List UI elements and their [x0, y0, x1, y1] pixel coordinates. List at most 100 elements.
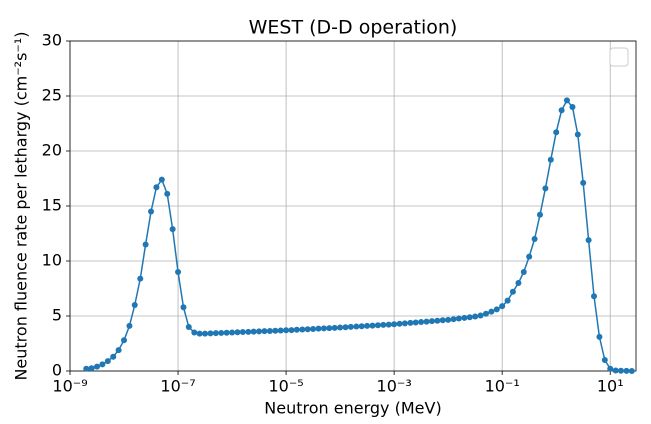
data-point: [385, 321, 392, 328]
data-point: [515, 280, 522, 286]
data-point: [585, 237, 592, 244]
data-point: [477, 312, 484, 319]
data-point: [88, 365, 95, 372]
data-point: [461, 314, 468, 321]
x-axis-label: Neutron energy (MeV): [264, 399, 441, 418]
data-point: [288, 327, 295, 334]
data-point: [504, 297, 511, 304]
y-tick-label: 25: [42, 86, 62, 105]
data-point: [315, 325, 322, 332]
data-point: [347, 323, 354, 330]
data-point: [148, 208, 155, 215]
data-point: [234, 329, 241, 336]
data-point: [607, 365, 614, 372]
x-tick-label: 10⁻⁷: [160, 377, 195, 396]
data-point: [272, 327, 279, 334]
data-point: [207, 330, 214, 337]
x-tick-label: 10¹: [597, 377, 624, 396]
data-point: [418, 319, 425, 326]
data-point: [531, 236, 538, 242]
data-point: [104, 358, 111, 365]
data-point: [574, 131, 581, 138]
data-point: [596, 333, 603, 340]
data-point: [229, 329, 236, 336]
data-point: [364, 322, 371, 329]
data-point: [509, 288, 516, 295]
data-point: [218, 329, 225, 336]
data-point: [569, 104, 576, 110]
x-tick-label: 10⁻¹: [485, 377, 520, 396]
data-point: [617, 367, 624, 374]
x-tick-label: 10⁻⁵: [268, 377, 303, 396]
data-point: [558, 107, 565, 114]
data-point: [239, 329, 246, 336]
data-point: [358, 323, 365, 330]
chart-title: WEST (D-D operation): [249, 17, 458, 39]
legend-box: [609, 47, 629, 67]
data-point: [115, 347, 122, 354]
data-point: [374, 322, 381, 329]
data-point: [121, 337, 128, 344]
data-point: [331, 324, 338, 331]
data-line: [86, 99, 632, 372]
data-point: [445, 316, 452, 323]
data-point: [185, 324, 192, 330]
data-point: [526, 253, 533, 260]
data-point: [353, 323, 360, 330]
data-point: [553, 129, 560, 136]
data-point: [493, 306, 500, 313]
data-point: [277, 327, 284, 334]
data-point: [401, 320, 408, 327]
data-point: [591, 293, 598, 300]
data-point: [223, 329, 230, 336]
y-tick-label: 10: [42, 251, 62, 270]
data-point: [320, 325, 327, 332]
data-point: [158, 176, 165, 183]
data-point: [423, 318, 430, 325]
plot-frame: [69, 40, 637, 372]
data-point: [412, 319, 419, 326]
data-point: [536, 211, 543, 218]
data-point: [434, 317, 441, 324]
data-point: [488, 308, 495, 315]
data-point: [310, 325, 317, 332]
data-point: [164, 190, 171, 197]
data-point: [142, 241, 149, 248]
data-point: [612, 367, 619, 374]
y-tick-label: 0: [52, 361, 62, 380]
data-point: [83, 365, 90, 372]
data-point: [131, 302, 138, 308]
y-tick-label: 20: [42, 141, 62, 160]
data-point: [326, 325, 333, 332]
data-point: [126, 322, 133, 329]
data-point: [110, 353, 117, 360]
data-point: [455, 315, 462, 322]
data-point: [391, 321, 398, 328]
data-point: [256, 328, 263, 335]
data-point: [153, 184, 160, 191]
data-point: [99, 361, 106, 368]
data-point: [293, 326, 300, 333]
y-axis-label: Neutron fluence rate per lethargy (cm⁻²s…: [12, 31, 31, 380]
data-point: [212, 330, 219, 337]
y-tick-label: 30: [42, 31, 62, 50]
data-point: [380, 321, 387, 328]
data-point: [466, 314, 473, 321]
y-tick-label: 5: [52, 306, 62, 325]
data-point: [283, 327, 290, 334]
data-point: [196, 330, 203, 337]
data-point: [337, 324, 344, 331]
data-point: [180, 304, 187, 311]
data-point: [202, 330, 209, 337]
data-point: [520, 269, 527, 275]
data-point: [93, 363, 100, 370]
data-point: [169, 226, 176, 233]
data-point: [628, 368, 635, 374]
data-point: [261, 328, 268, 335]
data-point: [304, 326, 311, 333]
data-point: [542, 185, 549, 192]
data-point: [547, 156, 554, 163]
data-point: [250, 328, 257, 335]
